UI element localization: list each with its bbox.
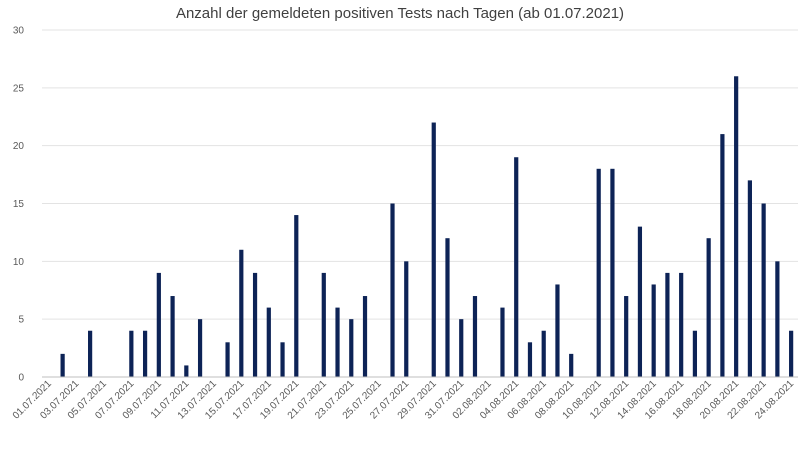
bar-21.08.2021 <box>747 180 752 377</box>
y-tick-label: 25 <box>13 83 25 94</box>
bar-12.08.2021 <box>624 296 629 377</box>
bar-14.08.2021 <box>651 284 656 377</box>
bar-18.07.2021 <box>280 342 285 377</box>
bar-11.08.2021 <box>610 168 615 377</box>
gridlines <box>42 29 798 320</box>
y-tick-label: 20 <box>13 141 25 152</box>
bar-09.07.2021 <box>156 272 161 377</box>
bar-19.07.2021 <box>294 215 299 377</box>
bar-06.08.2021 <box>541 330 546 377</box>
bar-29.07.2021 <box>431 122 436 378</box>
bar-24.08.2021 <box>789 330 794 377</box>
bar-01.08.2021 <box>472 296 478 377</box>
bar-26.07.2021 <box>390 203 395 377</box>
bar-22.08.2021 <box>761 203 766 377</box>
bar-24.07.2021 <box>362 296 368 377</box>
bar-07.08.2021 <box>555 284 560 377</box>
y-tick-label: 5 <box>18 315 24 326</box>
bar-13.08.2021 <box>637 226 643 377</box>
bar-04.08.2021 <box>514 157 519 377</box>
bar-16.08.2021 <box>679 272 684 377</box>
bar-12.07.2021 <box>197 319 203 377</box>
bar-17.07.2021 <box>266 307 271 377</box>
bar-15.08.2021 <box>665 272 670 377</box>
bar-27.07.2021 <box>404 261 409 377</box>
chart-title: Anzahl der gemeldeten positiven Tests na… <box>176 5 624 22</box>
bar-30.07.2021 <box>445 238 450 377</box>
bar-16.07.2021 <box>252 272 258 377</box>
y-axis-ticks: 0 5 10 15 20 25 30 <box>13 26 25 384</box>
bar-17.08.2021 <box>692 330 698 377</box>
y-tick-label: 10 <box>13 257 25 268</box>
bar-07.07.2021 <box>129 330 134 377</box>
bar-11.07.2021 <box>184 365 189 377</box>
y-tick-label: 30 <box>13 26 25 37</box>
bar-10.08.2021 <box>596 168 601 377</box>
bar-14.07.2021 <box>225 342 230 377</box>
bar-19.08.2021 <box>720 134 725 377</box>
y-tick-label: 0 <box>18 373 24 384</box>
bar-22.07.2021 <box>335 307 340 377</box>
bar-20.08.2021 <box>734 76 739 378</box>
bars <box>60 76 794 378</box>
bar-05.08.2021 <box>527 342 533 377</box>
bar-10.07.2021 <box>170 296 175 377</box>
bar-31.07.2021 <box>459 319 464 377</box>
bar-23.08.2021 <box>775 261 780 377</box>
bar-18.08.2021 <box>706 238 711 377</box>
bar-23.07.2021 <box>349 319 354 377</box>
bar-04.07.2021 <box>88 330 93 377</box>
y-tick-label: 15 <box>13 199 25 210</box>
bar-21.07.2021 <box>321 272 326 377</box>
x-axis-ticks: 01.07.202103.07.202105.07.202107.07.2021… <box>11 378 797 421</box>
bar-02.07.2021 <box>60 353 65 377</box>
bar-08.08.2021 <box>569 353 574 377</box>
bar-15.07.2021 <box>239 249 244 377</box>
bar-08.07.2021 <box>142 330 148 377</box>
bar-03.08.2021 <box>500 307 505 377</box>
